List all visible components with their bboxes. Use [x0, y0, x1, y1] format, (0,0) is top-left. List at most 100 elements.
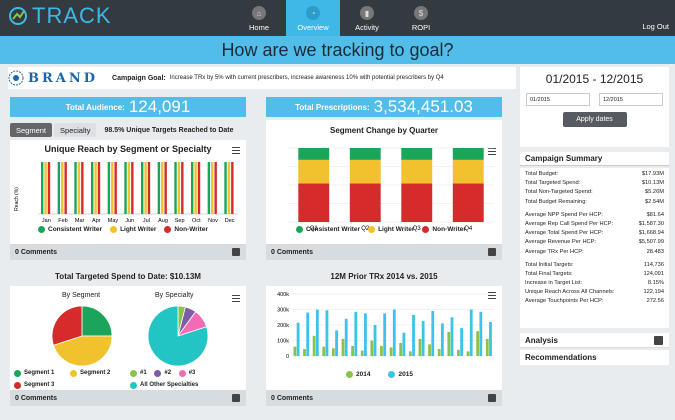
reach-bar[interactable] [191, 162, 194, 214]
legend-non-writer[interactable]: Non-Writer [422, 226, 466, 233]
reach-bar[interactable] [227, 162, 231, 214]
trx-bar[interactable] [389, 347, 393, 356]
reach-bar[interactable] [97, 162, 101, 214]
trx-bar[interactable] [421, 321, 425, 356]
reach-bar[interactable] [91, 162, 94, 214]
quarter-bar-segment[interactable] [452, 148, 484, 160]
quarter-bar-segment[interactable] [349, 183, 381, 222]
end-date-input[interactable]: 12/2015 [599, 93, 663, 106]
trx-bar[interactable] [437, 349, 441, 356]
reach-bar[interactable] [157, 162, 161, 214]
reach-bar[interactable] [81, 162, 84, 214]
reach-bar[interactable] [94, 162, 97, 214]
trx-bar[interactable] [418, 338, 422, 356]
trx-bar[interactable] [460, 328, 464, 356]
trx-bar[interactable] [412, 314, 415, 356]
legend-segment-3[interactable]: Segment 3 [14, 381, 54, 390]
reach-bar[interactable] [64, 162, 67, 214]
trx-bar[interactable] [431, 311, 435, 356]
reach-bar[interactable] [44, 162, 47, 214]
chart-menu-icon[interactable] [232, 147, 240, 154]
edit-icon[interactable] [488, 248, 496, 256]
trx-bar[interactable] [293, 346, 297, 356]
nav-activity[interactable]: ▮ Activity [340, 0, 394, 36]
trx-bar[interactable] [408, 351, 412, 356]
legend-light-writer[interactable]: Light Writer [110, 226, 156, 233]
reach-bar[interactable] [127, 162, 131, 214]
trx-bar[interactable] [306, 312, 310, 356]
quarter-bar-segment[interactable] [298, 183, 330, 222]
pie-slice[interactable] [81, 305, 113, 337]
reach-bar[interactable] [124, 162, 127, 214]
trx-bar[interactable] [489, 321, 492, 356]
trx-bar[interactable] [341, 338, 345, 356]
trx-bar[interactable] [303, 349, 306, 356]
recommendations-section[interactable]: Recommendations [520, 350, 669, 365]
reach-bar[interactable] [141, 162, 144, 214]
tab-specialty[interactable]: Specialty [54, 123, 97, 137]
trx-bar[interactable] [312, 335, 316, 356]
legend-2014[interactable]: 2014 [346, 371, 370, 378]
legend-consistent-writer[interactable]: Consistent Writer [296, 226, 360, 233]
trx-bar[interactable] [428, 344, 431, 356]
analysis-section[interactable]: Analysis [520, 333, 669, 348]
logout-link[interactable]: Log Out [642, 22, 669, 31]
quarter-bar-segment[interactable] [349, 159, 381, 184]
nav-overview[interactable]: ◔ Overview [286, 0, 340, 36]
reach-bar[interactable] [177, 162, 181, 214]
reach-bar[interactable] [107, 162, 111, 214]
edit-icon[interactable] [232, 248, 240, 256]
reach-bar[interactable] [74, 162, 77, 214]
trx-bar[interactable] [399, 342, 403, 356]
trx-bar[interactable] [479, 311, 483, 356]
trx-bar[interactable] [447, 331, 451, 356]
quarter-bar-segment[interactable] [298, 159, 330, 184]
quarter-bar-segment[interactable] [349, 148, 381, 160]
trx-bar[interactable] [335, 330, 338, 356]
apply-dates-button[interactable]: Apply dates [562, 112, 627, 127]
legend-consistent-writer[interactable]: Consistent Writer [38, 226, 102, 233]
trx-bar[interactable] [450, 317, 454, 356]
reach-bar[interactable] [164, 162, 167, 214]
quarter-bar-segment[interactable] [298, 148, 330, 160]
legend-segment-2[interactable]: Segment 2 [70, 369, 110, 378]
trx-bar[interactable] [325, 310, 329, 356]
trx-bar[interactable] [476, 331, 480, 356]
trx-bar[interactable] [331, 348, 335, 356]
trx-bar[interactable] [370, 340, 374, 357]
reach-bar[interactable] [214, 162, 217, 214]
reach-bar[interactable] [114, 162, 117, 214]
trx-bar[interactable] [354, 311, 358, 356]
quarter-bar-segment[interactable] [452, 183, 484, 222]
quarter-bar-segment[interactable] [401, 159, 433, 184]
trx-bar[interactable] [440, 323, 444, 356]
reach-bar[interactable] [144, 162, 147, 214]
trx-bar[interactable] [485, 338, 489, 356]
trx-comments[interactable]: 0 Comments [271, 394, 314, 402]
reach-bar[interactable] [111, 162, 114, 214]
edit-icon[interactable] [232, 394, 240, 402]
trx-bar[interactable] [322, 346, 326, 356]
trx-bar[interactable] [351, 345, 355, 356]
edit-icon[interactable] [488, 394, 496, 402]
trx-bar[interactable] [380, 345, 383, 356]
legend-2015[interactable]: 2015 [388, 371, 413, 378]
trx-bar[interactable] [402, 332, 406, 356]
chart-menu-icon[interactable] [232, 295, 240, 302]
reach-bar[interactable] [131, 162, 134, 214]
tab-segment[interactable]: Segment [10, 123, 53, 137]
trx-bar[interactable] [466, 351, 470, 356]
legend-segment-1[interactable]: Segment 1 [14, 369, 54, 378]
reach-bar[interactable] [41, 162, 44, 214]
reach-bar[interactable] [77, 162, 81, 214]
trx-bar[interactable] [469, 309, 473, 357]
edit-icon[interactable] [654, 336, 663, 345]
legend-specialty-other[interactable]: All Other Specialties [130, 381, 198, 390]
reach-comments[interactable]: 0 Comments [15, 248, 58, 256]
reach-bar[interactable] [147, 162, 151, 214]
trx-bar[interactable] [364, 313, 367, 356]
trx-bar[interactable] [392, 309, 396, 357]
trx-bar[interactable] [315, 309, 319, 357]
reach-bar[interactable] [174, 162, 177, 214]
trx-bar[interactable] [373, 325, 377, 356]
